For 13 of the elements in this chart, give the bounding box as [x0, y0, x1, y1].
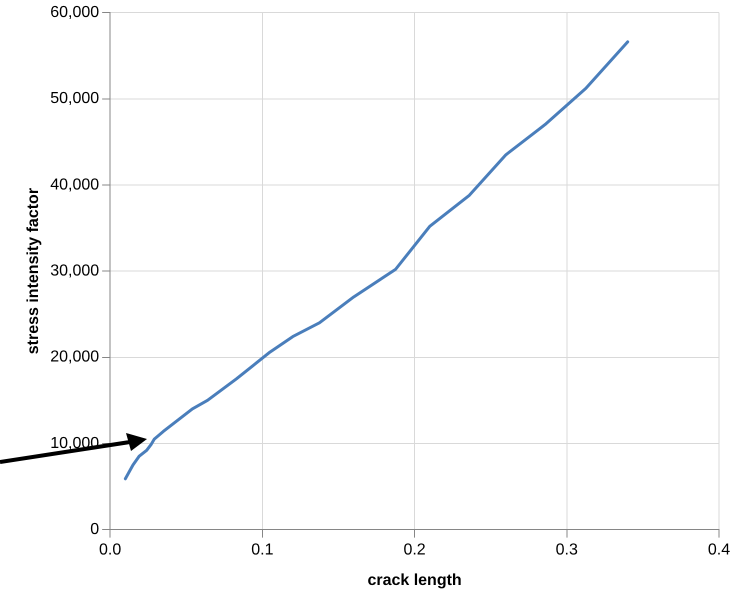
y-tick-label: 40,000: [50, 176, 100, 194]
y-tick-label: 30,000: [50, 262, 100, 280]
y-tick-label: 20,000: [50, 348, 100, 366]
y-tick-label: 60,000: [50, 4, 100, 22]
y-tick-label: 50,000: [50, 90, 100, 108]
y-tick-label: 0: [90, 521, 100, 538]
x-tick-label: 0.2: [403, 542, 426, 559]
x-tick-label: 0.0: [99, 542, 122, 559]
y-axis-title: stress intensity factor: [25, 188, 42, 354]
x-tick-label: 0.4: [708, 542, 730, 559]
x-axis-title: crack length: [367, 572, 462, 589]
x-tick-label: 0.3: [556, 542, 578, 559]
x-tick-label: 0.1: [251, 542, 274, 559]
